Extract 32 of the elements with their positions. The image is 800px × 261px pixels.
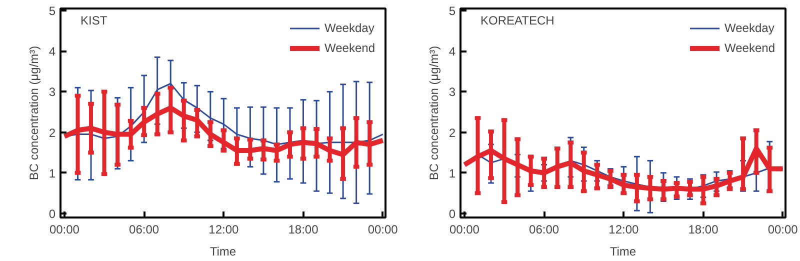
x-tick-label: 12:00 (608, 222, 640, 236)
y-axis-title: BC concentration (μg/m³) (26, 46, 41, 180)
x-tick-label: 18:00 (688, 222, 719, 236)
y-tick-label: 5 (48, 4, 56, 18)
annotation: KIST (80, 14, 108, 28)
x-axis-title: Time (610, 244, 636, 258)
y-tick-label: 0 (448, 206, 456, 221)
y-tick-label: 3 (448, 85, 456, 100)
x-tick-label: 00:00 (368, 222, 398, 236)
x-tick-label: 00:00 (768, 222, 798, 236)
x-axis-title: Time (210, 244, 236, 258)
legend-label: Weekday (724, 21, 774, 35)
y-tick-label: 3 (48, 85, 56, 100)
legend-label: Weekday (324, 21, 374, 35)
y-tick-label: 5 (448, 4, 456, 18)
y-tick-label: 1 (448, 166, 456, 180)
legend-label: Weekend (324, 41, 375, 55)
x-tick-label: 18:00 (288, 222, 319, 236)
y-tick-label: 4 (448, 44, 456, 59)
y-tick-label: 4 (48, 44, 56, 59)
x-tick-label: 06:00 (529, 222, 560, 236)
x-tick-label: 12:00 (208, 222, 240, 236)
x-tick-label: 00:00 (49, 222, 80, 236)
y-tick-label: 1 (48, 166, 56, 180)
annotation: KOREATECH (480, 14, 554, 28)
y-axis-title: BC concentration (μg/m³) (426, 46, 441, 180)
y-tick-label: 0 (48, 206, 56, 221)
y-tick-label: 2 (448, 126, 456, 140)
legend-label: Weekend (724, 41, 775, 55)
x-tick-label: 06:00 (129, 222, 160, 236)
y-tick-label: 2 (48, 126, 56, 140)
x-tick-label: 00:00 (449, 222, 480, 236)
